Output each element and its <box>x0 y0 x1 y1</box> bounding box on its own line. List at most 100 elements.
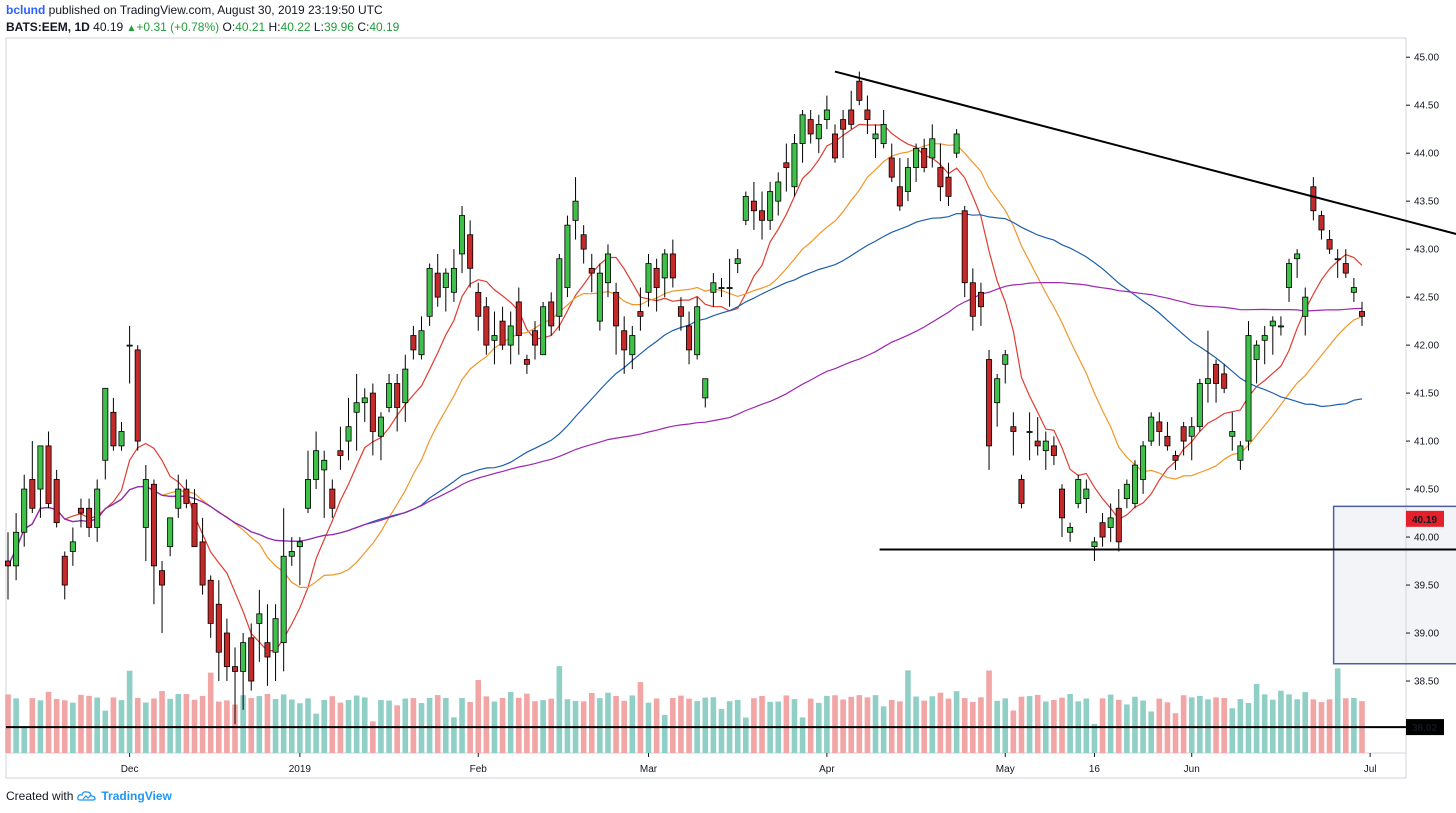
candle-body <box>515 301 522 336</box>
volume-bar <box>913 696 919 753</box>
close-label: C: <box>357 20 370 34</box>
price-axis[interactable]: 45.00 44.50 44.00 43.50 43.00 42.50 42.00 41.50… <box>1406 53 1444 736</box>
candle-body <box>775 181 782 202</box>
candle-body <box>896 186 903 207</box>
volume-bar <box>653 698 660 753</box>
volume-bar <box>207 672 214 753</box>
volume-bar <box>248 698 255 753</box>
chart-frame <box>5 37 1407 779</box>
candle-body <box>807 119 814 135</box>
volume-bar <box>410 698 417 753</box>
volume-bar <box>1188 697 1195 753</box>
volume-bar <box>305 698 311 753</box>
candle-body <box>426 267 433 317</box>
tradingview-cloud-icon <box>77 791 97 801</box>
candle-body <box>823 109 830 120</box>
candle-body <box>1221 373 1228 389</box>
volume-bar <box>394 705 400 753</box>
volume-bar <box>588 692 595 753</box>
candle-body <box>94 488 101 528</box>
candle-body <box>21 488 28 533</box>
price-tick-label: 43.50 <box>1414 197 1439 208</box>
volume-bars <box>5 666 1365 753</box>
volume-bar <box>451 717 457 753</box>
candle-body <box>272 618 279 653</box>
candle-body <box>921 147 928 168</box>
volume-bar <box>1278 690 1284 753</box>
candle-body <box>1302 296 1309 317</box>
volume-bar <box>21 726 28 753</box>
price-tick-label: 44.50 <box>1414 101 1439 112</box>
candle-body <box>1002 354 1009 365</box>
author-name[interactable]: bclund <box>6 3 46 17</box>
volume-bar <box>499 697 506 753</box>
candle-body <box>686 325 693 351</box>
candle-body <box>1148 416 1155 442</box>
hline-price-label: 38.02 <box>1412 723 1437 734</box>
volume-bar <box>1197 695 1203 753</box>
volume-bar <box>751 698 757 753</box>
volume-bar <box>13 698 19 753</box>
candle-body <box>507 325 514 346</box>
candle-body <box>1156 421 1163 432</box>
candle-body <box>240 642 247 672</box>
volume-bar <box>702 697 709 753</box>
candle-body <box>142 479 149 528</box>
candle-body <box>159 570 166 586</box>
candle-body <box>969 282 976 317</box>
candle-body <box>1326 239 1333 250</box>
volume-bar <box>515 697 522 753</box>
volume-bar <box>329 696 336 753</box>
candle-body <box>848 109 855 125</box>
candle-body <box>669 253 676 279</box>
candle-body <box>880 123 887 144</box>
volume-bar <box>986 670 992 753</box>
volume-bar <box>78 694 84 753</box>
volume-bar <box>1083 698 1090 753</box>
up-arrow-icon: ▲ <box>126 23 137 34</box>
volume-bar <box>29 698 36 753</box>
candle-body <box>232 666 239 672</box>
time-tick-label: Feb <box>470 764 488 775</box>
candle-body <box>702 378 709 399</box>
candle-body <box>653 267 660 288</box>
volume-bar <box>1010 710 1017 753</box>
candle-body <box>1123 483 1130 500</box>
volume-bar <box>1132 696 1138 753</box>
candle-body <box>1018 479 1025 504</box>
volume-bar <box>434 695 441 753</box>
volume-bar <box>1034 694 1041 753</box>
candle-body <box>1140 445 1147 480</box>
footer: Created with TradingView <box>6 789 172 803</box>
candle-body <box>1229 431 1236 437</box>
candle-body <box>29 479 36 509</box>
candle-body <box>1204 378 1211 384</box>
time-tick-label: Apr <box>819 764 835 775</box>
candle-body <box>1067 527 1074 533</box>
candle-body <box>556 258 563 317</box>
volume-bar <box>807 698 814 753</box>
tradingview-link[interactable]: TradingView <box>101 789 172 803</box>
candle-body <box>1099 522 1106 538</box>
volume-bar <box>1229 708 1236 753</box>
volume-bar <box>710 697 717 753</box>
candle-body <box>791 143 798 188</box>
candle-body <box>264 642 271 658</box>
candle-body <box>1277 325 1284 328</box>
time-axis[interactable]: Dec2019FebMarAprMay16JunJul17Aug16Sep <box>121 753 1456 775</box>
time-tick-label: May <box>996 764 1015 775</box>
close-value: 40.19 <box>369 20 400 34</box>
candle-body <box>945 176 952 197</box>
volume-bar <box>629 695 636 753</box>
candle-body <box>564 224 571 288</box>
range-box[interactable] <box>1332 505 1456 665</box>
price-tick-label: 43.00 <box>1414 245 1439 256</box>
volume-bar <box>5 694 11 753</box>
volume-bar <box>556 666 563 753</box>
volume-bar <box>297 703 303 753</box>
volume-bar <box>548 698 555 753</box>
candle-body <box>588 267 595 274</box>
drawings[interactable] <box>6 70 1456 729</box>
candle-body <box>831 133 838 159</box>
